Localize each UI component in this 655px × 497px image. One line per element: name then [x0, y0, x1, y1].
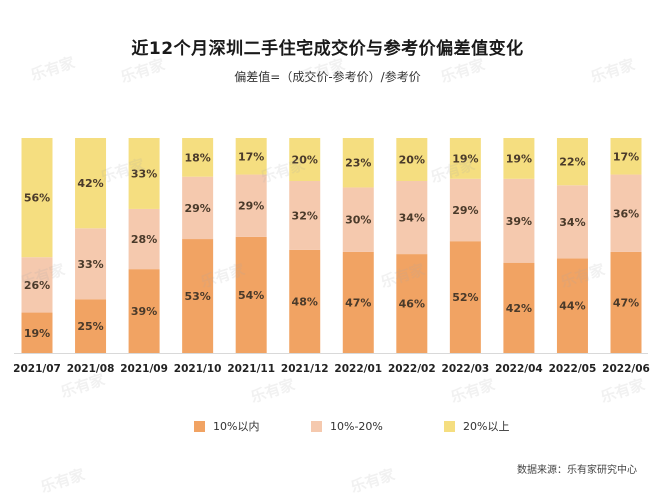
- legend-item: 10%-20%: [311, 418, 383, 434]
- bar-segment-2021-11-s2: [235, 174, 267, 237]
- x-tick-label: 2021/08: [67, 363, 115, 375]
- bar-segment-2021-12-s1: [289, 249, 321, 353]
- bar-segment-2022-03-s1: [449, 241, 481, 353]
- bar-segment-2021-10-s1: [182, 239, 214, 353]
- chart-subtitle: 偏差值=（成交价-参考价）/参考价: [234, 70, 421, 84]
- bar-segment-2022-02-s2: [396, 181, 428, 255]
- data-label: 56%: [24, 192, 50, 205]
- bar-segment-2021-09-s1: [128, 269, 160, 353]
- data-label: 19%: [24, 327, 50, 340]
- data-label: 29%: [184, 202, 210, 215]
- data-label: 53%: [184, 290, 210, 303]
- bar-segment-2021-07-s2: [21, 257, 53, 313]
- data-label: 34%: [399, 212, 425, 225]
- legend-swatch: [444, 420, 455, 432]
- x-tick-label: 2022/06: [602, 363, 650, 375]
- data-label: 26%: [24, 279, 50, 292]
- legend-label: 10%以内: [213, 420, 260, 433]
- bar-segment-2022-03-s2: [449, 178, 481, 242]
- legend-swatch: [194, 420, 205, 432]
- bar-segment-2021-08-s3: [75, 138, 107, 229]
- data-label: 47%: [613, 296, 639, 309]
- data-label: 42%: [77, 177, 103, 190]
- data-label: 54%: [238, 289, 264, 302]
- x-tick-label: 2022/02: [388, 363, 436, 375]
- plot-area: 19% 26% 56% 2021/07 25% 33% 42% 2021/08 39% 28% 33…: [13, 138, 650, 375]
- bar-segment-2022-05-s3: [556, 138, 588, 186]
- bar-segment-2021-09-s2: [128, 208, 160, 270]
- bar-segment-2021-07-s3: [21, 138, 53, 258]
- data-label: 22%: [559, 156, 585, 169]
- data-label: 20%: [399, 154, 425, 167]
- data-label: 36%: [613, 207, 639, 220]
- data-label: 44%: [559, 300, 585, 313]
- data-label: 29%: [452, 204, 478, 217]
- bar-segment-2022-06-s1: [610, 251, 642, 353]
- data-label: 34%: [559, 216, 585, 229]
- data-label: 48%: [292, 295, 318, 308]
- data-label: 39%: [506, 215, 532, 228]
- bar-segment-2022-06-s2: [610, 174, 642, 252]
- x-tick-label: 2021/12: [281, 363, 329, 375]
- data-label: 18%: [184, 151, 210, 164]
- bar-segment-2022-05-s2: [556, 185, 588, 259]
- chart-root: 近12个月深圳二手住宅成交价与参考价偏差值变化 偏差值=（成交价-参考价）/参考…: [0, 39, 655, 496]
- data-label: 30%: [345, 214, 371, 227]
- x-tick-label: 2021/07: [13, 363, 61, 375]
- bar-segment-2022-04-s1: [503, 262, 535, 353]
- data-label: 20%: [292, 154, 318, 167]
- bar-segment-2022-01-s1: [342, 251, 374, 353]
- bar-segment-2021-08-s1: [75, 299, 107, 353]
- data-label: 33%: [131, 167, 157, 180]
- legend-label: 20%以上: [463, 420, 510, 433]
- data-label: 33%: [77, 258, 103, 271]
- bar-segment-2022-02-s3: [396, 138, 428, 181]
- data-label: 19%: [506, 152, 532, 165]
- bar-segment-2021-10-s2: [182, 176, 214, 240]
- x-tick-label: 2022/01: [334, 363, 382, 375]
- data-label: 39%: [131, 305, 157, 318]
- legend: 10%以内 10%-20% 20%以上: [0, 418, 655, 434]
- data-label: 32%: [292, 209, 318, 222]
- legend-label: 10%-20%: [330, 419, 383, 433]
- bar-segment-2021-09-s3: [128, 138, 160, 209]
- data-label: 46%: [399, 298, 425, 311]
- data-label: 28%: [131, 233, 157, 246]
- bar-segment-2022-03-s3: [449, 138, 481, 179]
- bar-segment-2021-10-s3: [182, 138, 214, 177]
- data-label: 42%: [506, 302, 532, 315]
- data-label: 17%: [238, 150, 264, 163]
- x-tick-label: 2021/09: [120, 363, 168, 375]
- bar-segment-2021-07-s1: [21, 312, 53, 353]
- x-tick-label: 2022/04: [495, 363, 543, 375]
- x-tick-label: 2022/05: [549, 363, 597, 375]
- legend-item: 10%以内: [194, 418, 259, 434]
- bar-segment-2022-05-s1: [556, 258, 588, 353]
- data-label: 29%: [238, 200, 264, 213]
- bar-segment-2021-12-s2: [289, 181, 321, 250]
- legend-item: 20%以上: [444, 418, 509, 434]
- bar-segment-2022-02-s1: [396, 254, 428, 353]
- chart-title: 近12个月深圳二手住宅成交价与参考价偏差值变化: [131, 39, 524, 59]
- x-tick-label: 2021/10: [174, 363, 222, 375]
- bar-segment-2022-04-s2: [503, 178, 535, 263]
- bar-segment-2021-11-s1: [235, 236, 267, 353]
- data-label: 23%: [345, 157, 371, 170]
- bar-segment-2021-12-s3: [289, 138, 321, 181]
- bar-segment-2022-06-s3: [610, 138, 642, 175]
- x-tick-label: 2022/03: [442, 363, 490, 375]
- bar-segment-2022-04-s3: [503, 138, 535, 179]
- legend-swatch: [311, 420, 322, 432]
- source-note: 数据来源：乐有家研究中心: [517, 465, 637, 476]
- data-label: 19%: [452, 152, 478, 165]
- bar-segment-2022-01-s3: [342, 138, 374, 188]
- x-tick-label: 2021/11: [227, 363, 275, 375]
- data-label: 52%: [452, 291, 478, 304]
- data-label: 17%: [613, 150, 639, 163]
- bar-segment-2021-08-s2: [75, 228, 107, 300]
- bar-segment-2022-01-s2: [342, 187, 374, 252]
- data-label: 25%: [77, 320, 103, 333]
- data-label: 47%: [345, 296, 371, 309]
- bar-segment-2021-11-s3: [235, 138, 267, 175]
